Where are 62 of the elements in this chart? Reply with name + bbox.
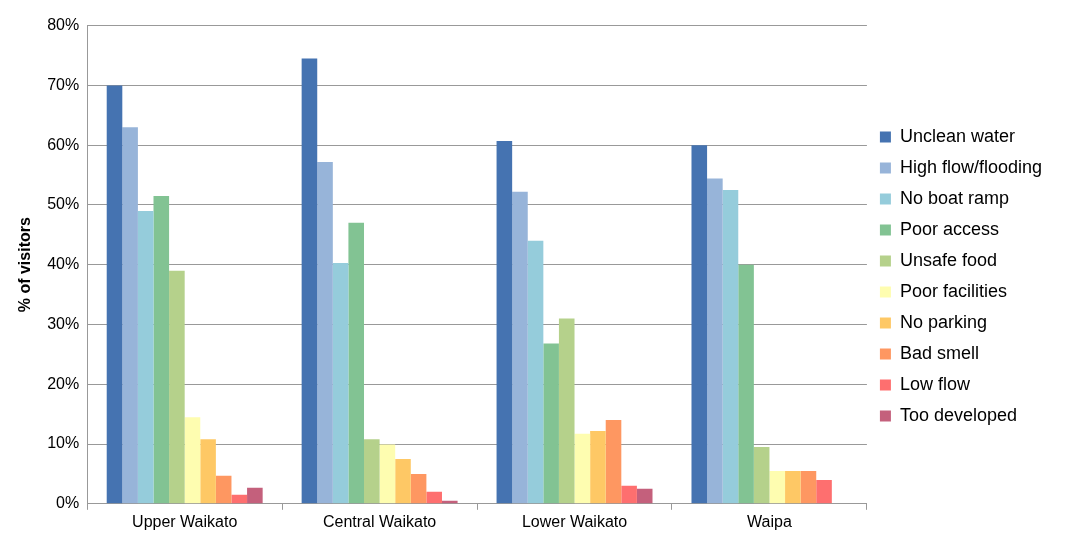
bar: [816, 479, 832, 504]
bar: [707, 178, 723, 504]
bar: [317, 161, 333, 504]
bar: [753, 447, 770, 504]
bar: [301, 58, 318, 504]
y-tick-label: 10%: [47, 434, 80, 452]
x-tick-label: Central Waikato: [322, 512, 437, 530]
y-tick-label: 70%: [47, 75, 80, 93]
bar: [621, 485, 637, 504]
legend-label: Bad smell: [899, 342, 979, 363]
bar: [169, 270, 185, 504]
bar: [800, 470, 817, 504]
bar: [496, 140, 513, 504]
bar: [153, 195, 170, 504]
y-tick-label: 0%: [56, 494, 80, 512]
y-tick-label: 30%: [47, 314, 80, 332]
x-tick-label: Upper Waikato: [132, 512, 238, 530]
legend-label: Unsafe food: [899, 249, 997, 270]
y-tick-label: 80%: [47, 16, 80, 34]
bar: [410, 473, 427, 504]
bar: [691, 145, 708, 504]
bar: [543, 343, 559, 504]
bar: [558, 318, 575, 504]
y-tick-label: 60%: [47, 135, 80, 153]
bar: [605, 420, 622, 504]
bar: [426, 491, 442, 504]
bar: [247, 487, 263, 504]
bar: [527, 240, 544, 504]
bar: [395, 458, 411, 504]
y-tick-label: 40%: [47, 255, 80, 273]
legend-label: Unclean water: [899, 125, 1015, 146]
x-tick-label: Waipa: [747, 512, 792, 530]
bar: [137, 210, 154, 504]
legend-label: High flow/flooding: [899, 156, 1043, 177]
bar: [722, 189, 739, 504]
y-tick-label: 20%: [47, 374, 80, 392]
legend-label: Too developed: [899, 404, 1018, 425]
bar: [590, 430, 606, 504]
bar: [636, 488, 653, 504]
bar: [379, 444, 396, 504]
legend-label: Low flow: [899, 373, 971, 394]
bar: [231, 494, 248, 504]
bar: [348, 222, 365, 504]
bar: [106, 85, 123, 504]
legend-label: Poor access: [899, 218, 999, 239]
bar: [738, 264, 754, 504]
bar: [200, 439, 216, 504]
bar: [785, 470, 801, 504]
bar: [122, 127, 138, 504]
bar: [184, 417, 201, 504]
bar: [769, 470, 786, 504]
legend-label: No boat ramp: [899, 187, 1009, 208]
bar: [364, 439, 380, 504]
bar: [574, 433, 591, 504]
y-tick-label: 50%: [47, 195, 80, 213]
bar: [332, 262, 349, 504]
bar: [512, 191, 528, 504]
bar: [215, 475, 232, 504]
legend-label: No parking: [899, 311, 987, 332]
x-tick-label: Lower Waikato: [521, 512, 628, 530]
legend-label: Poor facilities: [899, 280, 1007, 301]
y-axis-title: % of visitors: [16, 217, 34, 313]
